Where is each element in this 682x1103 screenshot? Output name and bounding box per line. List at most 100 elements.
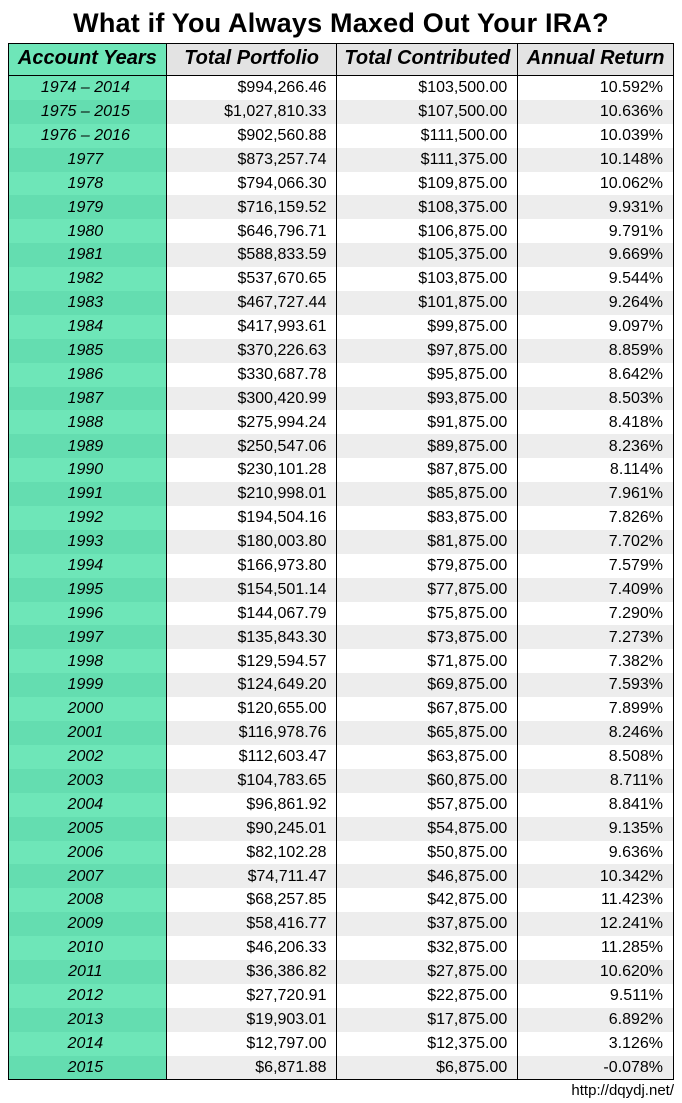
- credit-link[interactable]: http://dqydj.net/: [8, 1082, 674, 1099]
- page-container: What if You Always Maxed Out Your IRA? A…: [0, 0, 682, 1103]
- cell-account-years: 1985: [9, 339, 167, 363]
- cell-account-years: 1996: [9, 602, 167, 626]
- table-row: 2008$68,257.85$42,875.0011.423%: [9, 888, 674, 912]
- cell-annual-return: 7.273%: [518, 625, 674, 649]
- cell-total-portfolio: $588,833.59: [166, 243, 337, 267]
- cell-total-contributed: $75,875.00: [337, 602, 518, 626]
- cell-account-years: 1993: [9, 530, 167, 554]
- table-row: 1984$417,993.61$99,875.009.097%: [9, 315, 674, 339]
- cell-total-contributed: $63,875.00: [337, 745, 518, 769]
- cell-annual-return: 7.826%: [518, 506, 674, 530]
- cell-total-portfolio: $104,783.65: [166, 769, 337, 793]
- cell-total-portfolio: $96,861.92: [166, 793, 337, 817]
- cell-total-contributed: $101,875.00: [337, 291, 518, 315]
- header-row: Account Years Total Portfolio Total Cont…: [9, 44, 674, 76]
- cell-annual-return: 7.382%: [518, 649, 674, 673]
- cell-annual-return: 9.264%: [518, 291, 674, 315]
- cell-total-portfolio: $6,871.88: [166, 1056, 337, 1080]
- cell-annual-return: 9.636%: [518, 841, 674, 865]
- cell-total-portfolio: $27,720.91: [166, 984, 337, 1008]
- cell-total-portfolio: $417,993.61: [166, 315, 337, 339]
- cell-annual-return: 12.241%: [518, 912, 674, 936]
- cell-total-contributed: $73,875.00: [337, 625, 518, 649]
- cell-annual-return: 11.423%: [518, 888, 674, 912]
- table-row: 1981$588,833.59$105,375.009.669%: [9, 243, 674, 267]
- cell-total-portfolio: $300,420.99: [166, 387, 337, 411]
- cell-total-contributed: $65,875.00: [337, 721, 518, 745]
- cell-total-contributed: $37,875.00: [337, 912, 518, 936]
- cell-annual-return: 8.859%: [518, 339, 674, 363]
- cell-total-contributed: $103,875.00: [337, 267, 518, 291]
- table-row: 1978$794,066.30$109,875.0010.062%: [9, 172, 674, 196]
- cell-total-portfolio: $166,973.80: [166, 554, 337, 578]
- cell-account-years: 1981: [9, 243, 167, 267]
- cell-total-contributed: $87,875.00: [337, 458, 518, 482]
- cell-total-contributed: $97,875.00: [337, 339, 518, 363]
- cell-annual-return: 7.290%: [518, 602, 674, 626]
- cell-total-contributed: $89,875.00: [337, 434, 518, 458]
- cell-total-contributed: $6,875.00: [337, 1056, 518, 1080]
- cell-total-portfolio: $716,159.52: [166, 195, 337, 219]
- table-row: 1987$300,420.99$93,875.008.503%: [9, 387, 674, 411]
- table-row: 1997$135,843.30$73,875.007.273%: [9, 625, 674, 649]
- cell-total-portfolio: $537,670.65: [166, 267, 337, 291]
- cell-account-years: 1994: [9, 554, 167, 578]
- cell-total-portfolio: $82,102.28: [166, 841, 337, 865]
- cell-account-years: 1986: [9, 363, 167, 387]
- cell-total-portfolio: $74,711.47: [166, 864, 337, 888]
- cell-annual-return: 7.899%: [518, 697, 674, 721]
- cell-total-portfolio: $994,266.46: [166, 76, 337, 100]
- cell-account-years: 1992: [9, 506, 167, 530]
- table-row: 1990$230,101.28$87,875.008.114%: [9, 458, 674, 482]
- table-row: 2005$90,245.01$54,875.009.135%: [9, 817, 674, 841]
- cell-annual-return: 10.342%: [518, 864, 674, 888]
- table-row: 1976 – 2016$902,560.88$111,500.0010.039%: [9, 124, 674, 148]
- cell-annual-return: 8.503%: [518, 387, 674, 411]
- cell-total-portfolio: $330,687.78: [166, 363, 337, 387]
- cell-total-contributed: $95,875.00: [337, 363, 518, 387]
- cell-account-years: 1999: [9, 673, 167, 697]
- col-header-total-contributed: Total Contributed: [337, 44, 518, 76]
- cell-annual-return: 9.931%: [518, 195, 674, 219]
- cell-total-contributed: $12,375.00: [337, 1032, 518, 1056]
- cell-total-contributed: $103,500.00: [337, 76, 518, 100]
- cell-total-portfolio: $230,101.28: [166, 458, 337, 482]
- cell-total-portfolio: $794,066.30: [166, 172, 337, 196]
- cell-account-years: 1984: [9, 315, 167, 339]
- cell-total-contributed: $50,875.00: [337, 841, 518, 865]
- table-row: 1980$646,796.71$106,875.009.791%: [9, 219, 674, 243]
- cell-total-portfolio: $1,027,810.33: [166, 100, 337, 124]
- cell-total-contributed: $22,875.00: [337, 984, 518, 1008]
- cell-annual-return: 10.148%: [518, 148, 674, 172]
- page-title: What if You Always Maxed Out Your IRA?: [8, 8, 674, 39]
- cell-account-years: 2002: [9, 745, 167, 769]
- table-row: 1994$166,973.80$79,875.007.579%: [9, 554, 674, 578]
- cell-total-portfolio: $124,649.20: [166, 673, 337, 697]
- cell-annual-return: 8.711%: [518, 769, 674, 793]
- cell-total-portfolio: $250,547.06: [166, 434, 337, 458]
- cell-account-years: 1978: [9, 172, 167, 196]
- cell-annual-return: 8.114%: [518, 458, 674, 482]
- cell-total-portfolio: $135,843.30: [166, 625, 337, 649]
- table-row: 1999$124,649.20$69,875.007.593%: [9, 673, 674, 697]
- cell-annual-return: 8.642%: [518, 363, 674, 387]
- cell-total-contributed: $83,875.00: [337, 506, 518, 530]
- cell-total-contributed: $108,375.00: [337, 195, 518, 219]
- cell-account-years: 1990: [9, 458, 167, 482]
- table-row: 2004$96,861.92$57,875.008.841%: [9, 793, 674, 817]
- cell-total-contributed: $46,875.00: [337, 864, 518, 888]
- table-row: 1995$154,501.14$77,875.007.409%: [9, 578, 674, 602]
- cell-total-portfolio: $646,796.71: [166, 219, 337, 243]
- cell-account-years: 1975 – 2015: [9, 100, 167, 124]
- cell-annual-return: 9.511%: [518, 984, 674, 1008]
- cell-account-years: 2015: [9, 1056, 167, 1080]
- cell-total-portfolio: $36,386.82: [166, 960, 337, 984]
- cell-total-contributed: $106,875.00: [337, 219, 518, 243]
- table-row: 1975 – 2015$1,027,810.33$107,500.0010.63…: [9, 100, 674, 124]
- table-row: 2015$6,871.88$6,875.00-0.078%: [9, 1056, 674, 1080]
- cell-annual-return: 9.135%: [518, 817, 674, 841]
- cell-account-years: 2003: [9, 769, 167, 793]
- cell-account-years: 2012: [9, 984, 167, 1008]
- cell-total-contributed: $54,875.00: [337, 817, 518, 841]
- cell-account-years: 1980: [9, 219, 167, 243]
